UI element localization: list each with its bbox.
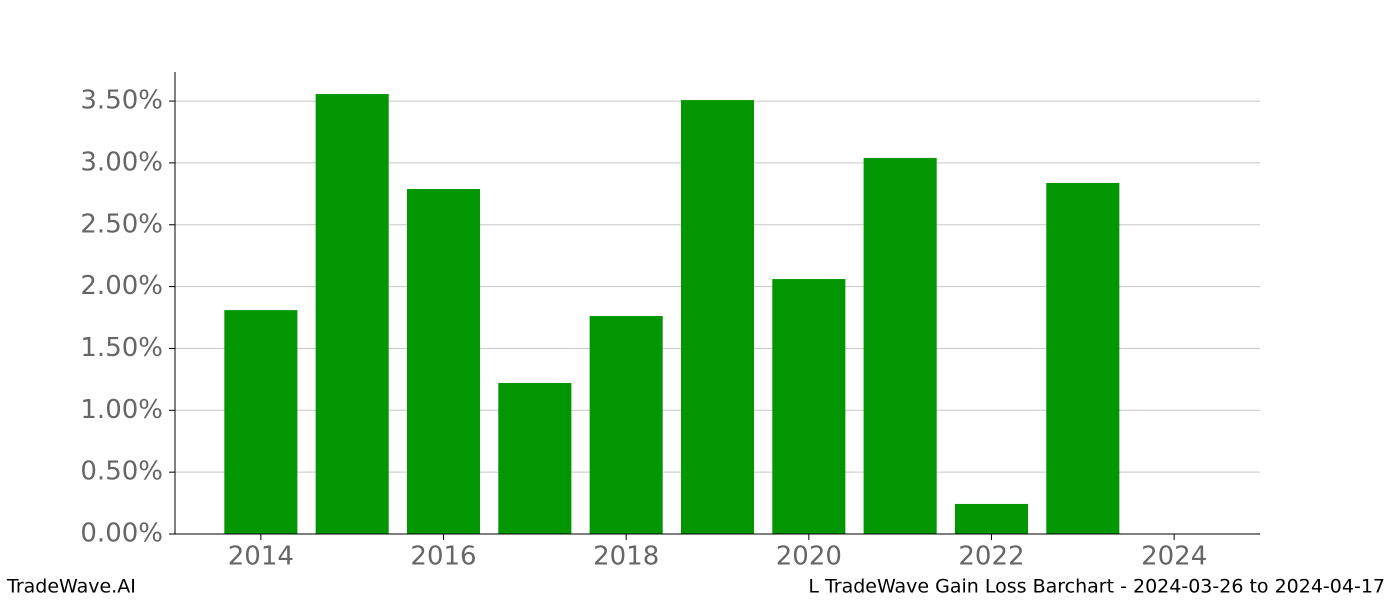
bar [680, 100, 755, 535]
bar [498, 382, 572, 534]
x-tick-label: 2014 [228, 542, 294, 572]
y-tick-label: 1.00% [80, 395, 163, 425]
y-tick-label: 2.00% [80, 271, 163, 301]
y-tick-label: 0.50% [80, 457, 163, 487]
bar [1046, 182, 1120, 534]
x-tick-label: 2018 [593, 542, 659, 572]
bar [589, 316, 663, 534]
y-tick-label: 0.00% [80, 519, 163, 549]
x-tick-label: 2020 [776, 542, 842, 572]
bar [863, 157, 937, 534]
footer-left: TradeWave.AI [6, 576, 136, 598]
y-tick-label: 3.50% [80, 86, 163, 116]
bar [954, 503, 1029, 534]
y-tick-label: 3.00% [80, 147, 163, 177]
bar [406, 189, 481, 534]
footer-right: L TradeWave Gain Loss Barchart - 2024-03… [808, 576, 1385, 598]
x-tick-label: 2022 [958, 542, 1024, 572]
y-tick-label: 1.50% [80, 333, 163, 363]
bar [315, 94, 389, 534]
bar [224, 310, 298, 534]
y-tick-label: 2.50% [80, 209, 163, 239]
bars [224, 94, 1120, 535]
bar [772, 279, 846, 534]
x-tick-label: 2024 [1141, 542, 1207, 572]
x-tick-label: 2016 [410, 542, 476, 572]
